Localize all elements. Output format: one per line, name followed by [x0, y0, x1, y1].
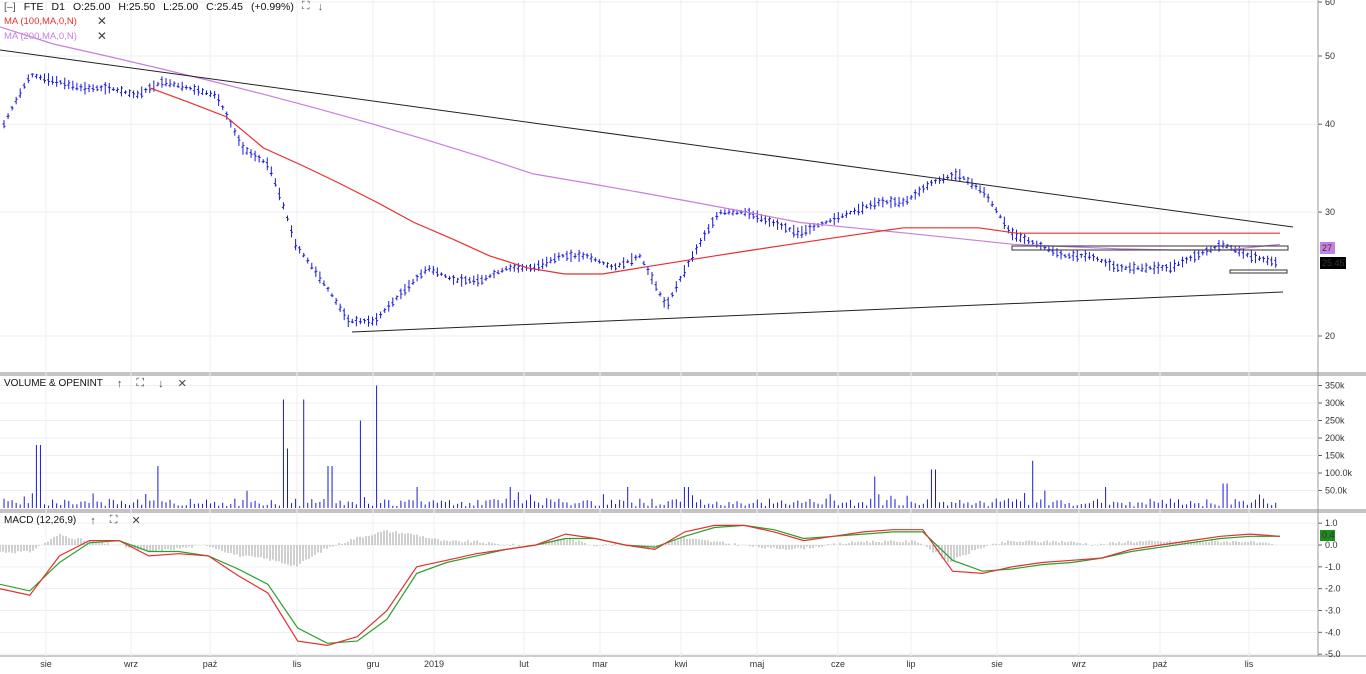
close-icon[interactable]: ✕ — [177, 378, 187, 390]
maximize-icon[interactable]: ⛶ — [109, 514, 118, 526]
x-tick-label: lis — [1245, 659, 1254, 669]
ma200-legend[interactable]: MA (200,MA,0,N) ✕ — [4, 29, 107, 43]
signal-line — [0, 524, 1280, 644]
y-tick-label: 1.0 — [1325, 518, 1338, 528]
price-pane[interactable] — [0, 26, 1294, 333]
close-icon[interactable]: ✕ — [96, 14, 107, 28]
collapse-button[interactable]: [–] — [4, 0, 16, 13]
resistance-box — [1011, 245, 1289, 251]
x-tick-label: maj — [750, 659, 765, 669]
x-tick-label: 2019 — [424, 659, 444, 669]
macd-line — [0, 524, 1281, 647]
ma100-label: MA (100,MA,0,N) — [4, 15, 77, 27]
ma200-label: MA (200,MA,0,N) — [4, 30, 77, 42]
y-tick-label: 100.0k — [1325, 468, 1353, 478]
y-tick-label: 0.0 — [1325, 540, 1338, 550]
y-tick-label: -1.0 — [1325, 562, 1341, 572]
price-header: [–] FTE D1 O:25.00 H:25.50 L:25.00 C:25.… — [4, 0, 323, 13]
x-tick-label: lut — [519, 659, 529, 669]
ma100-line — [150, 87, 1280, 275]
ma100-legend[interactable]: MA (100,MA,0,N) ✕ — [4, 14, 107, 28]
maximize-icon[interactable]: ⛶ — [136, 377, 145, 389]
x-tick-label: sie — [991, 659, 1003, 669]
macd-title: MACD (12,26,9) — [4, 515, 77, 526]
macd-header: MACD (12,26,9) ↑ ⛶ ✕ — [4, 514, 141, 527]
volume-header: VOLUME & OPENINT ↑ ⛶ ↓ ✕ — [4, 377, 187, 390]
interval-label: D1 — [51, 0, 65, 13]
last-price-label: 25.45 — [1322, 258, 1345, 268]
macd-value-badge — [1320, 530, 1335, 541]
arrow-down-icon[interactable]: ↓ — [317, 0, 324, 13]
x-tick-label: kwi — [675, 659, 688, 669]
ma-value-label: 27 — [1322, 243, 1332, 253]
volume-title: VOLUME & OPENINT — [4, 378, 103, 389]
y-tick-label: -4.0 — [1325, 627, 1341, 637]
x-tick-label: lip — [906, 659, 915, 669]
y-tick-label: 50 — [1325, 51, 1335, 61]
y-tick-label: -3.0 — [1325, 606, 1341, 616]
y-tick-label: 50.0k — [1325, 486, 1348, 496]
change-value: (+0.99%) — [250, 0, 294, 13]
y-tick-label: 20 — [1325, 331, 1335, 341]
y-tick-label: -2.0 — [1325, 584, 1341, 594]
x-tick-label: paź — [1153, 659, 1168, 669]
x-tick-label: gru — [366, 659, 379, 669]
y-tick-label: -5.0 — [1325, 649, 1341, 659]
support-box — [1229, 269, 1288, 274]
low-value: L:25.00 — [163, 0, 199, 13]
arrow-down-icon[interactable]: ↓ — [158, 377, 164, 390]
x-tick-label: wrz — [123, 659, 138, 669]
x-tick-label: sie — [40, 659, 52, 669]
x-tick-label: lis — [293, 659, 302, 669]
y-tick-label: 300k — [1325, 398, 1345, 408]
ascending-trendline — [351, 291, 1284, 333]
close-icon[interactable]: ✕ — [131, 515, 141, 527]
grid — [0, 0, 1366, 657]
high-value: H:25.50 — [118, 0, 156, 13]
x-tick-label: paź — [203, 659, 218, 669]
x-tick-label: mar — [592, 659, 608, 669]
descending-trendline — [0, 49, 1294, 228]
y-tick-label: 60 — [1325, 0, 1335, 7]
y-tick-label: 40 — [1325, 119, 1335, 129]
close-icon[interactable]: ✕ — [96, 29, 107, 43]
macd-pane[interactable] — [0, 524, 1281, 647]
y-tick-label: 350k — [1325, 381, 1345, 391]
symbol-label: FTE — [23, 0, 44, 13]
arrow-up-icon[interactable]: ↑ — [116, 377, 123, 390]
y-tick-label: 250k — [1325, 416, 1345, 426]
axes: sie wrz paź lis gru 2019 lut mar kwi maj cze lip sie… — [40, 0, 1352, 669]
x-tick-label: wrz — [1071, 659, 1086, 669]
macd-value-label: 0.4 — [1322, 530, 1335, 540]
y-tick-label: 200k — [1325, 433, 1345, 443]
arrow-up-icon[interactable]: ↑ — [90, 514, 96, 527]
y-tick-label: 150k — [1325, 451, 1345, 461]
open-value: O:25.00 — [72, 0, 111, 13]
close-value: C:25.45 — [206, 0, 243, 13]
ma-value-badge — [1320, 242, 1335, 254]
last-price-badge — [1320, 257, 1346, 269]
x-tick-label: cze — [831, 659, 845, 669]
volume-pane[interactable] — [3, 385, 1277, 509]
ma200-line — [0, 26, 1281, 251]
y-tick-label: 30 — [1325, 207, 1335, 217]
maximize-icon[interactable]: ⛶ — [301, 0, 310, 12]
